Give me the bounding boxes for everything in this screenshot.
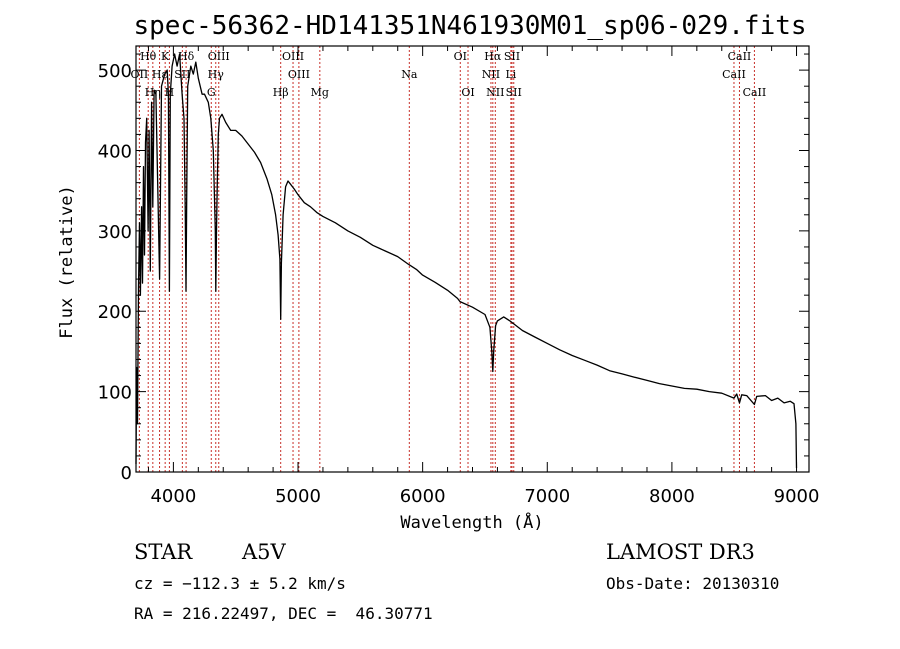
coordinates: RA = 216.22497, DEC = 46.30771 <box>134 604 433 623</box>
x-tick-label: 4000 <box>150 486 196 507</box>
line-marker-label: CaII <box>722 68 746 81</box>
subclass: A5V <box>242 540 286 564</box>
line-markers <box>138 46 755 472</box>
x-tick-label: 9000 <box>774 486 820 507</box>
line-marker-label: OIII <box>282 50 304 63</box>
line-marker-label: SII <box>506 86 522 99</box>
line-marker-label: OII <box>131 68 149 81</box>
x-tick-label: 5000 <box>275 486 321 507</box>
x-tick-label: 6000 <box>400 486 446 507</box>
line-marker-label: Li <box>505 68 516 81</box>
x-tick-label: 7000 <box>524 486 570 507</box>
redshift-line: cz = −112.3 ± 5.2 km/s <box>134 574 346 593</box>
line-marker-label: OI <box>454 50 467 63</box>
line-marker-label: NII <box>486 86 504 99</box>
line-marker-label: OIII <box>288 68 310 81</box>
line-marker-label: Hθ <box>140 50 157 63</box>
plot-frame <box>135 45 810 473</box>
spectrum-line <box>135 53 798 469</box>
y-axis-label: Flux (relative) <box>57 185 77 339</box>
y-tick-label: 0 <box>121 463 132 484</box>
x-tick-label: 8000 <box>649 486 695 507</box>
line-marker-label: G <box>207 86 216 99</box>
line-marker-label: H <box>165 86 175 99</box>
line-marker-label: Hγ <box>208 68 225 81</box>
y-tick-label: 400 <box>98 141 132 162</box>
line-marker-label: SII <box>504 50 520 63</box>
line-marker-label: OI <box>461 86 474 99</box>
axis-ticks: 4000 5000 6000 7000 8000 9000 0 100 200 300 400 500 <box>98 46 820 507</box>
line-marker-label: Na <box>401 68 418 81</box>
line-marker-label: Hδ <box>178 50 195 63</box>
y-tick-label: 500 <box>98 61 132 82</box>
line-marker-label: Hβ <box>273 86 289 99</box>
line-marker-label: CaII <box>743 86 767 99</box>
survey-name: LAMOST DR3 <box>606 540 755 564</box>
line-marker-label: K <box>161 50 170 63</box>
line-marker-label: OIII <box>208 50 230 63</box>
line-marker-label: Hη <box>145 86 161 99</box>
line-marker-label: SII <box>174 68 190 81</box>
y-tick-label: 200 <box>98 302 132 323</box>
y-tick-label: 100 <box>98 383 132 404</box>
obs-date: Obs-Date: 20130310 <box>606 574 780 593</box>
line-marker-label: Hα <box>484 50 502 63</box>
y-tick-label: 300 <box>98 222 132 243</box>
chart-title: spec-56362-HD141351N461930M01_sp06-029.f… <box>133 11 806 41</box>
x-axis-label: Wavelength (Å) <box>400 511 543 533</box>
line-marker-label: CaII <box>728 50 752 63</box>
object-class: STAR <box>134 540 193 564</box>
line-marker-label: NII <box>482 68 500 81</box>
line-marker-label: Mg <box>311 86 329 99</box>
